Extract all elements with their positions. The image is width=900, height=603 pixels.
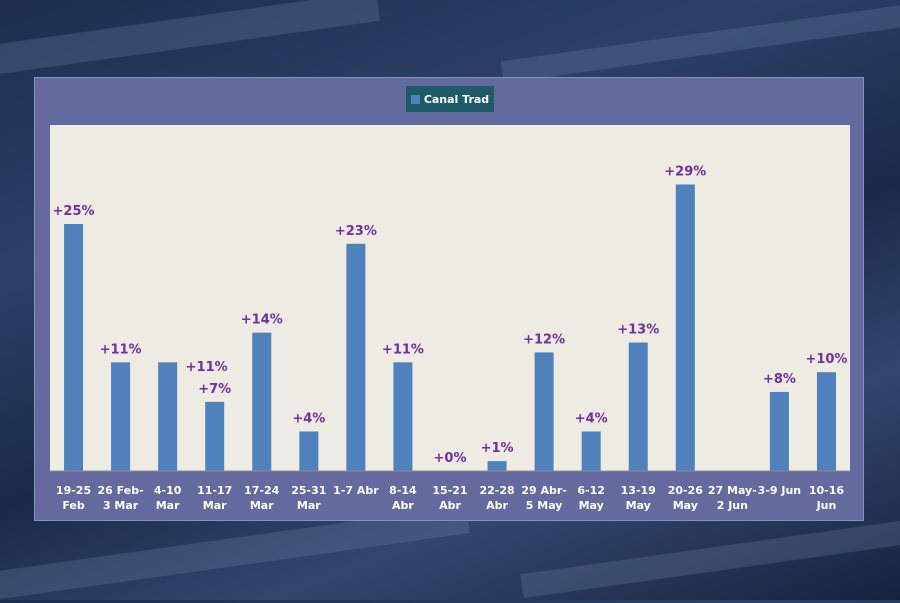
data-label: +7% [198, 382, 231, 397]
bar [64, 224, 84, 471]
x-tick-label: 6-12 [577, 484, 605, 497]
x-tick-label: 20-26 [668, 484, 704, 497]
data-label: +13% [617, 323, 659, 338]
data-label: +11% [382, 342, 424, 357]
x-tick-label: 8-14 [389, 484, 417, 497]
x-tick-label: Abr [486, 499, 508, 512]
data-label: +11% [100, 342, 142, 357]
x-tick-label: Mar [156, 499, 180, 512]
data-label: +10% [805, 352, 847, 367]
data-label: +14% [241, 313, 283, 328]
x-tick-label: Mar [297, 499, 321, 512]
x-tick-label: Mar [203, 499, 227, 512]
x-tick-label: Mar [250, 499, 274, 512]
x-tick-label: 25-31 [291, 484, 326, 497]
x-tick-label: 11-17 [197, 484, 232, 497]
data-label: +25% [53, 204, 95, 219]
x-tick-label: 2 Jun [717, 499, 748, 512]
data-label: +1% [481, 441, 514, 456]
x-tick-label: 3-9 Jun [758, 484, 801, 497]
x-tick-label: 29 Abr- [521, 484, 567, 497]
bar [205, 401, 225, 471]
bar [393, 362, 413, 471]
x-tick-label: May [579, 499, 604, 512]
bar [534, 352, 554, 471]
x-tick-label: 13-19 [621, 484, 656, 497]
x-tick-label: 27 May- [708, 484, 757, 497]
x-tick-label: 10-16 [809, 484, 845, 497]
bar [628, 342, 648, 471]
bar [769, 391, 789, 471]
x-tick-label: 26 Feb- [98, 484, 144, 497]
x-tick-label: 4-10 [154, 484, 182, 497]
plot-area [50, 125, 850, 471]
x-tick-label: 1-7 Abr [333, 484, 379, 497]
data-label: +11% [186, 360, 228, 375]
legend: Canal Trad [406, 86, 494, 112]
bar [675, 184, 695, 472]
x-tick-label: 5 May [526, 499, 563, 512]
legend-label: Canal Trad [423, 92, 490, 106]
data-label: +29% [664, 164, 706, 179]
bar [111, 362, 131, 471]
data-label: +4% [292, 411, 325, 426]
x-tick-label: Abr [392, 499, 414, 512]
bar [158, 362, 178, 471]
bar [299, 431, 319, 471]
x-tick-label: 3 Mar [103, 499, 139, 512]
bar [581, 431, 601, 471]
bar [252, 332, 272, 471]
data-label: +23% [335, 224, 377, 239]
x-tick-label: 17-24 [244, 484, 280, 497]
data-label: +8% [763, 372, 796, 387]
x-tick-label: Feb [62, 499, 85, 512]
x-tick-label: May [626, 499, 651, 512]
x-tick-label: 15-21 [432, 484, 467, 497]
bar [487, 461, 507, 471]
x-tick-label: 22-28 [479, 484, 514, 497]
x-tick-label: 19-25 [56, 484, 91, 497]
x-tick-label: Abr [439, 499, 461, 512]
data-label: +12% [523, 332, 565, 347]
x-tick-label: Jun [816, 499, 837, 512]
legend-swatch [410, 94, 420, 104]
data-label: +4% [575, 411, 608, 426]
x-tick-label: May [673, 499, 698, 512]
bar [346, 243, 366, 471]
bar [816, 372, 836, 471]
data-label: +0% [434, 451, 467, 466]
